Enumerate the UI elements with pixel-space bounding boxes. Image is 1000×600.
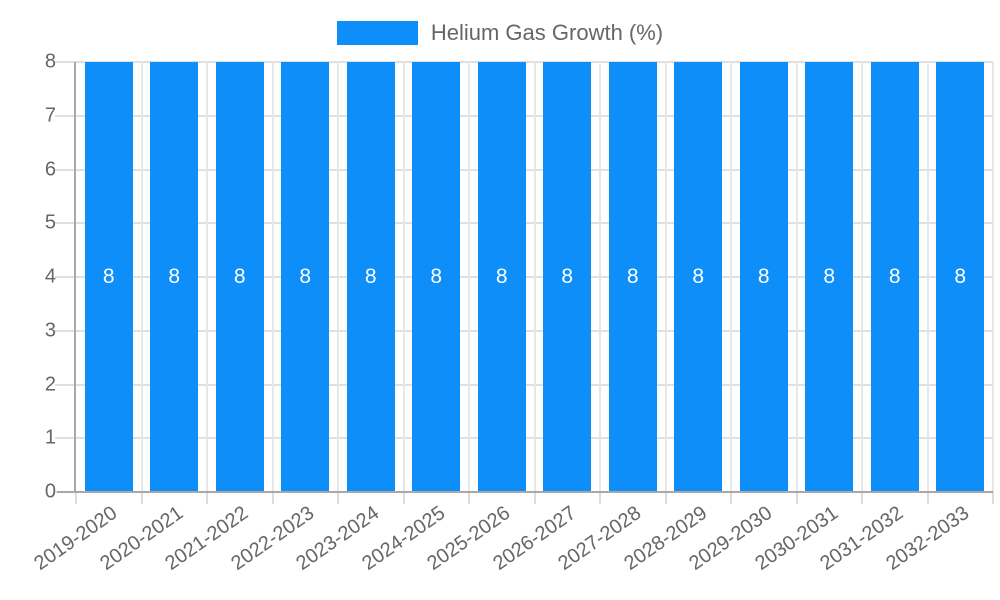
bar-value-label: 8 xyxy=(364,265,377,288)
bar-value-label: 8 xyxy=(757,265,770,288)
legend-swatch-icon xyxy=(336,21,418,45)
y-tick-label: 8 xyxy=(44,50,56,73)
bar-value-label: 8 xyxy=(692,265,705,288)
legend-label: Helium Gas Growth (%) xyxy=(430,20,664,45)
bar[interactable]: 8 xyxy=(150,62,199,492)
x-tick xyxy=(992,492,994,504)
x-tick xyxy=(664,492,667,504)
bar-value-label: 8 xyxy=(561,265,574,288)
bar[interactable]: 8 xyxy=(870,62,919,492)
bar[interactable]: 8 xyxy=(674,62,723,492)
y-tick-label: 0 xyxy=(44,480,56,503)
y-tick-label: 5 xyxy=(44,211,56,234)
bar[interactable]: 8 xyxy=(215,62,264,492)
y-tick-label: 2 xyxy=(44,373,56,395)
chart-legend: Helium Gas Growth (%) xyxy=(0,20,1000,46)
x-gridline xyxy=(664,62,667,492)
x-gridline xyxy=(730,62,732,492)
bar-value-label: 8 xyxy=(233,265,246,288)
x-gridline xyxy=(402,62,405,492)
x-tick xyxy=(468,492,470,504)
y-tick-label: 6 xyxy=(44,158,56,180)
bar[interactable]: 8 xyxy=(805,62,854,492)
x-tick xyxy=(271,492,274,504)
bar-value-label: 8 xyxy=(626,265,639,288)
x-tick xyxy=(599,492,601,504)
bar[interactable]: 8 xyxy=(281,62,330,492)
bar-value-label: 8 xyxy=(299,265,312,288)
x-gridline xyxy=(795,62,798,492)
x-gridline xyxy=(271,62,274,492)
bar[interactable]: 8 xyxy=(608,62,657,492)
y-tick-label: 1 xyxy=(44,426,56,449)
x-tick xyxy=(926,492,929,504)
x-tick xyxy=(730,492,732,504)
bar[interactable]: 8 xyxy=(477,62,526,492)
y-tick-label: 4 xyxy=(44,265,56,288)
bar-value-label: 8 xyxy=(168,265,181,288)
bar-value-label: 8 xyxy=(954,265,967,288)
bar-value-label: 8 xyxy=(495,265,508,288)
x-gridline xyxy=(140,62,143,492)
bar-value-label: 8 xyxy=(430,265,443,288)
bar-value-label: 8 xyxy=(888,265,901,288)
bar[interactable]: 8 xyxy=(936,62,985,492)
x-tick xyxy=(206,492,208,504)
y-axis-line xyxy=(74,62,76,493)
y-tick-label: 3 xyxy=(44,319,56,342)
bar[interactable]: 8 xyxy=(412,62,461,492)
bar[interactable]: 8 xyxy=(739,62,788,492)
bar-value-label: 8 xyxy=(823,265,836,288)
x-gridline xyxy=(206,62,208,492)
x-tick xyxy=(337,492,339,504)
x-gridline xyxy=(599,62,601,492)
x-tick xyxy=(140,492,143,504)
x-tick xyxy=(75,492,77,504)
y-tick-label: 7 xyxy=(44,104,56,127)
legend-item[interactable]: Helium Gas Growth (%) xyxy=(336,20,664,46)
x-axis-line xyxy=(57,491,993,493)
bar[interactable]: 8 xyxy=(346,62,395,492)
bar-value-label: 8 xyxy=(102,265,115,288)
bar[interactable]: 8 xyxy=(84,62,133,492)
x-tick xyxy=(795,492,798,504)
x-tick xyxy=(861,492,863,504)
x-gridline xyxy=(992,62,994,492)
x-gridline xyxy=(337,62,339,492)
x-gridline xyxy=(926,62,929,492)
x-tick xyxy=(402,492,405,504)
x-gridline xyxy=(533,62,536,492)
x-tick xyxy=(533,492,536,504)
x-gridline xyxy=(468,62,470,492)
bar[interactable]: 8 xyxy=(543,62,592,492)
x-gridline xyxy=(861,62,863,492)
plot-area: 8 8 8 8 8 8 8 8 8 8 8 8 8 8 xyxy=(55,61,994,504)
